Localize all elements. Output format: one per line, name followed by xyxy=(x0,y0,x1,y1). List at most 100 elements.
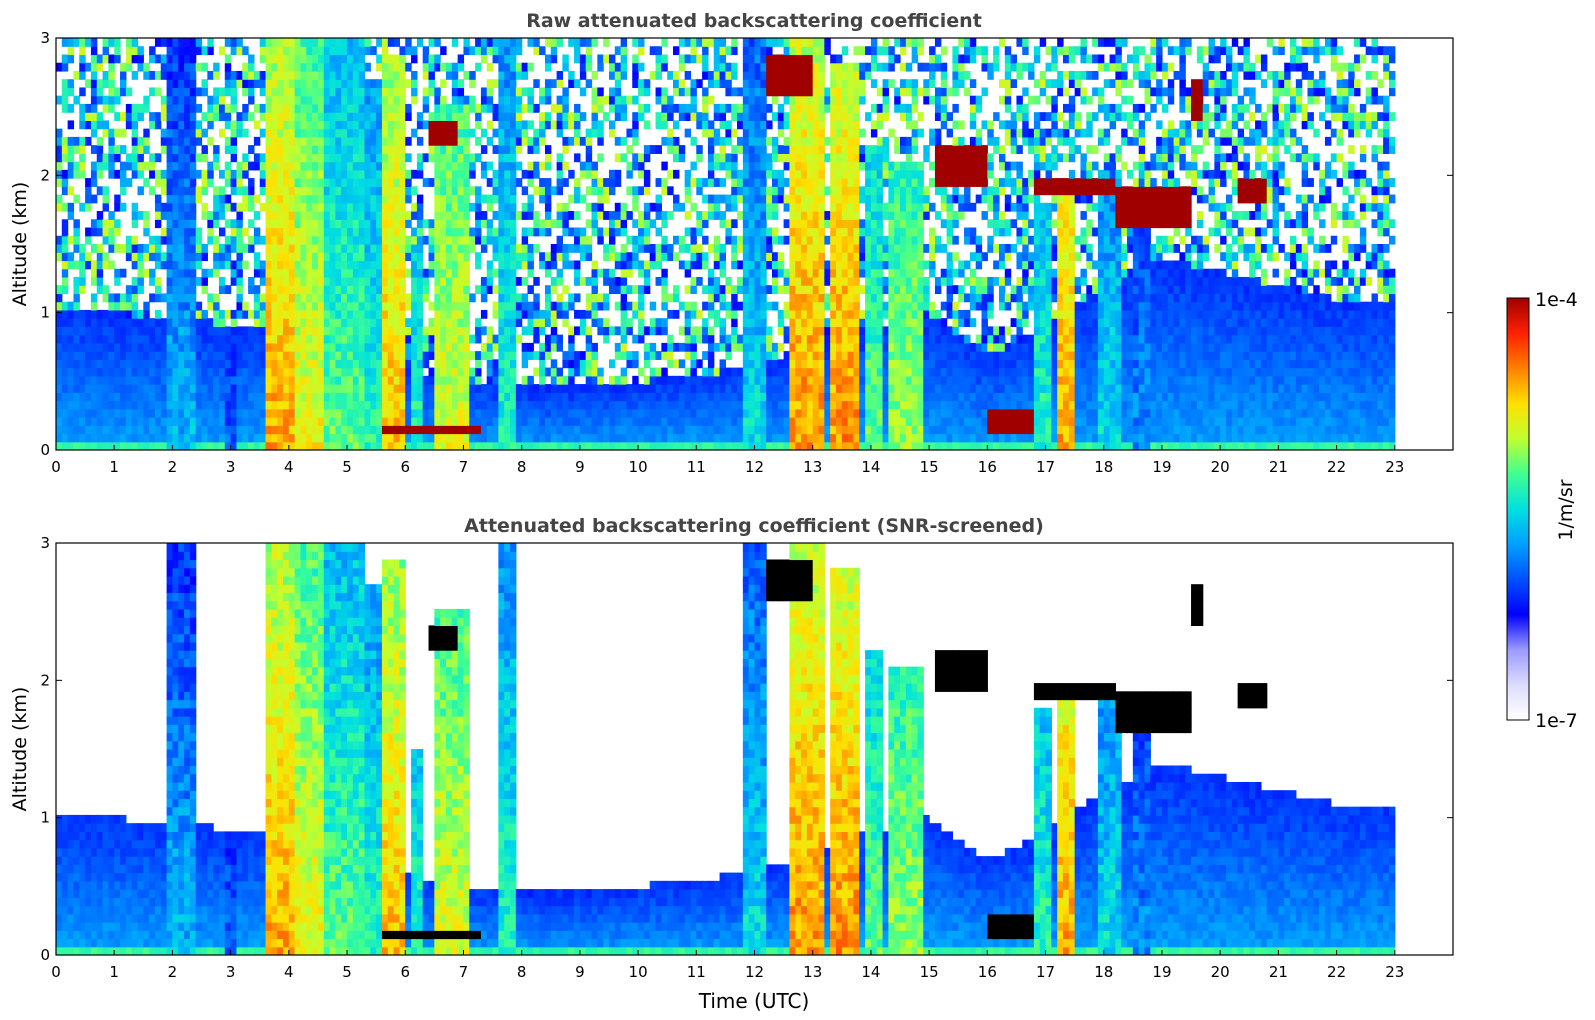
heatmap-cell xyxy=(201,309,208,319)
heatmap-cell xyxy=(434,103,441,113)
heatmap-cell xyxy=(446,161,453,171)
heatmap-cell xyxy=(259,38,267,47)
heatmap-cell xyxy=(562,227,569,237)
heatmap-cell xyxy=(184,318,191,327)
heatmap-cell xyxy=(271,161,278,171)
heatmap-cell xyxy=(259,400,267,410)
heatmap-cell xyxy=(399,145,406,154)
heatmap-cell xyxy=(521,62,529,72)
heatmap-cell xyxy=(189,161,197,171)
heatmap-cell xyxy=(748,136,756,146)
heatmap-cell xyxy=(265,178,272,187)
heatmap-cell xyxy=(381,178,389,187)
heatmap-cell xyxy=(166,351,174,360)
heatmap-cell xyxy=(550,417,558,426)
heatmap-cell xyxy=(160,38,168,47)
heatmap-cell xyxy=(271,227,278,237)
heatmap-cell xyxy=(253,318,261,327)
heatmap-cell xyxy=(323,293,331,303)
heatmap-cell xyxy=(463,334,470,344)
heatmap-cell xyxy=(166,276,174,286)
heatmap-cell xyxy=(259,235,267,245)
heatmap-cell xyxy=(143,359,150,369)
heatmap-cell xyxy=(766,202,773,212)
heatmap-cell xyxy=(626,408,633,418)
heatmap-cell xyxy=(184,219,191,229)
heatmap-cell xyxy=(218,359,226,369)
heatmap-cell xyxy=(405,211,412,220)
heatmap-cell xyxy=(457,103,465,113)
heatmap-cell xyxy=(149,425,156,435)
heatmap-cell xyxy=(597,178,604,187)
heatmap-cell xyxy=(67,367,75,377)
heatmap-cell xyxy=(789,351,796,360)
heatmap-cell xyxy=(748,375,756,385)
heatmap-cell xyxy=(149,342,156,352)
heatmap-cell xyxy=(562,211,569,220)
heatmap-cell xyxy=(661,252,668,262)
heatmap-cell xyxy=(579,408,587,418)
heatmap-cell xyxy=(114,128,121,138)
heatmap-cell xyxy=(358,260,366,270)
heatmap-cell xyxy=(562,178,569,187)
heatmap-cell xyxy=(160,400,168,410)
heatmap-cell xyxy=(737,392,744,402)
heatmap-cell xyxy=(504,400,511,410)
heatmap-cell xyxy=(352,326,360,336)
heatmap-cell xyxy=(277,408,284,418)
heatmap-cell xyxy=(381,359,389,369)
heatmap-cell xyxy=(90,441,98,450)
heatmap-cell xyxy=(556,186,564,196)
heatmap-cell xyxy=(160,384,168,393)
heatmap-cell xyxy=(510,178,517,187)
heatmap-cell xyxy=(125,433,133,443)
heatmap-cell xyxy=(381,285,389,295)
heatmap-cell xyxy=(702,384,709,393)
heatmap-cell xyxy=(510,194,517,204)
heatmap-cell xyxy=(137,145,144,154)
heatmap-cell xyxy=(678,112,686,121)
heatmap-cell xyxy=(492,334,499,344)
heatmap-cell xyxy=(591,384,598,393)
heatmap-cell xyxy=(265,334,272,344)
heatmap-cell xyxy=(562,285,569,295)
heatmap-cell xyxy=(358,161,366,171)
heatmap-cell xyxy=(748,433,756,443)
heatmap-cell xyxy=(242,408,249,418)
heatmap-cell xyxy=(224,112,232,121)
heatmap-cell xyxy=(678,326,686,336)
heatmap-cell xyxy=(428,433,435,443)
heatmap-cell xyxy=(416,367,424,377)
heatmap-cell xyxy=(160,169,168,179)
heatmap-cell xyxy=(748,293,756,303)
heatmap-cell xyxy=(492,54,499,64)
heatmap-cell xyxy=(760,169,767,179)
heatmap-cell xyxy=(166,309,174,319)
heatmap-cell xyxy=(96,441,104,450)
heatmap-cell xyxy=(585,441,593,450)
heatmap-cell xyxy=(527,384,534,393)
heatmap-cell xyxy=(597,235,604,245)
heatmap-cell xyxy=(480,392,488,402)
heatmap-cell xyxy=(381,169,389,179)
heatmap-cell xyxy=(376,351,383,360)
heatmap-cell xyxy=(742,112,750,121)
heatmap-cell xyxy=(696,227,703,237)
heatmap-cell xyxy=(294,202,302,212)
heatmap-cell xyxy=(614,301,622,311)
heatmap-cell xyxy=(527,392,534,402)
heatmap-cell xyxy=(131,38,139,47)
heatmap-cell xyxy=(189,252,197,262)
heatmap-cell xyxy=(568,244,575,253)
heatmap-cell xyxy=(277,268,284,278)
heatmap-cell xyxy=(347,120,354,130)
heatmap-cell xyxy=(131,202,139,212)
heatmap-cell xyxy=(294,408,302,418)
heatmap-cell xyxy=(393,252,401,262)
heatmap-cell xyxy=(713,178,721,187)
heatmap-cell xyxy=(614,408,622,418)
heatmap-cell xyxy=(56,441,63,450)
heatmap-cell xyxy=(742,153,750,163)
heatmap-cell xyxy=(632,408,639,418)
heatmap-cell xyxy=(783,276,791,286)
